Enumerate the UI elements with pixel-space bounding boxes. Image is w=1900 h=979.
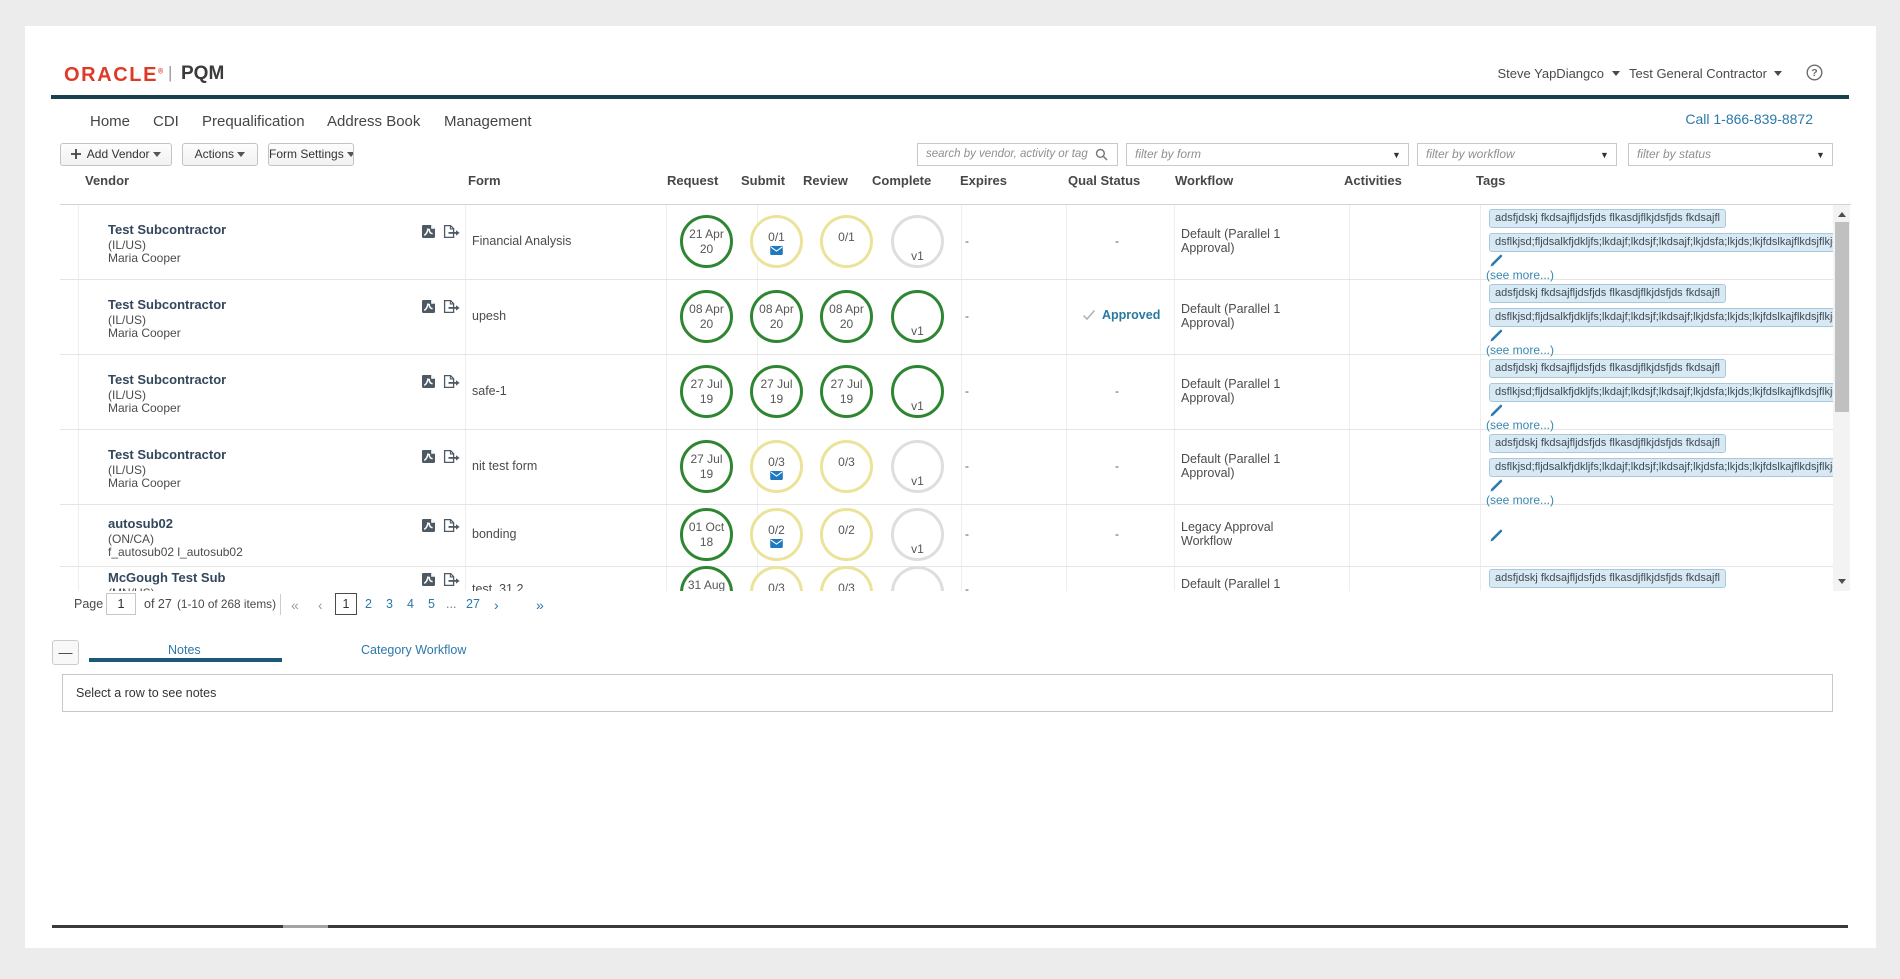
svg-text:?: ?: [1811, 67, 1817, 79]
